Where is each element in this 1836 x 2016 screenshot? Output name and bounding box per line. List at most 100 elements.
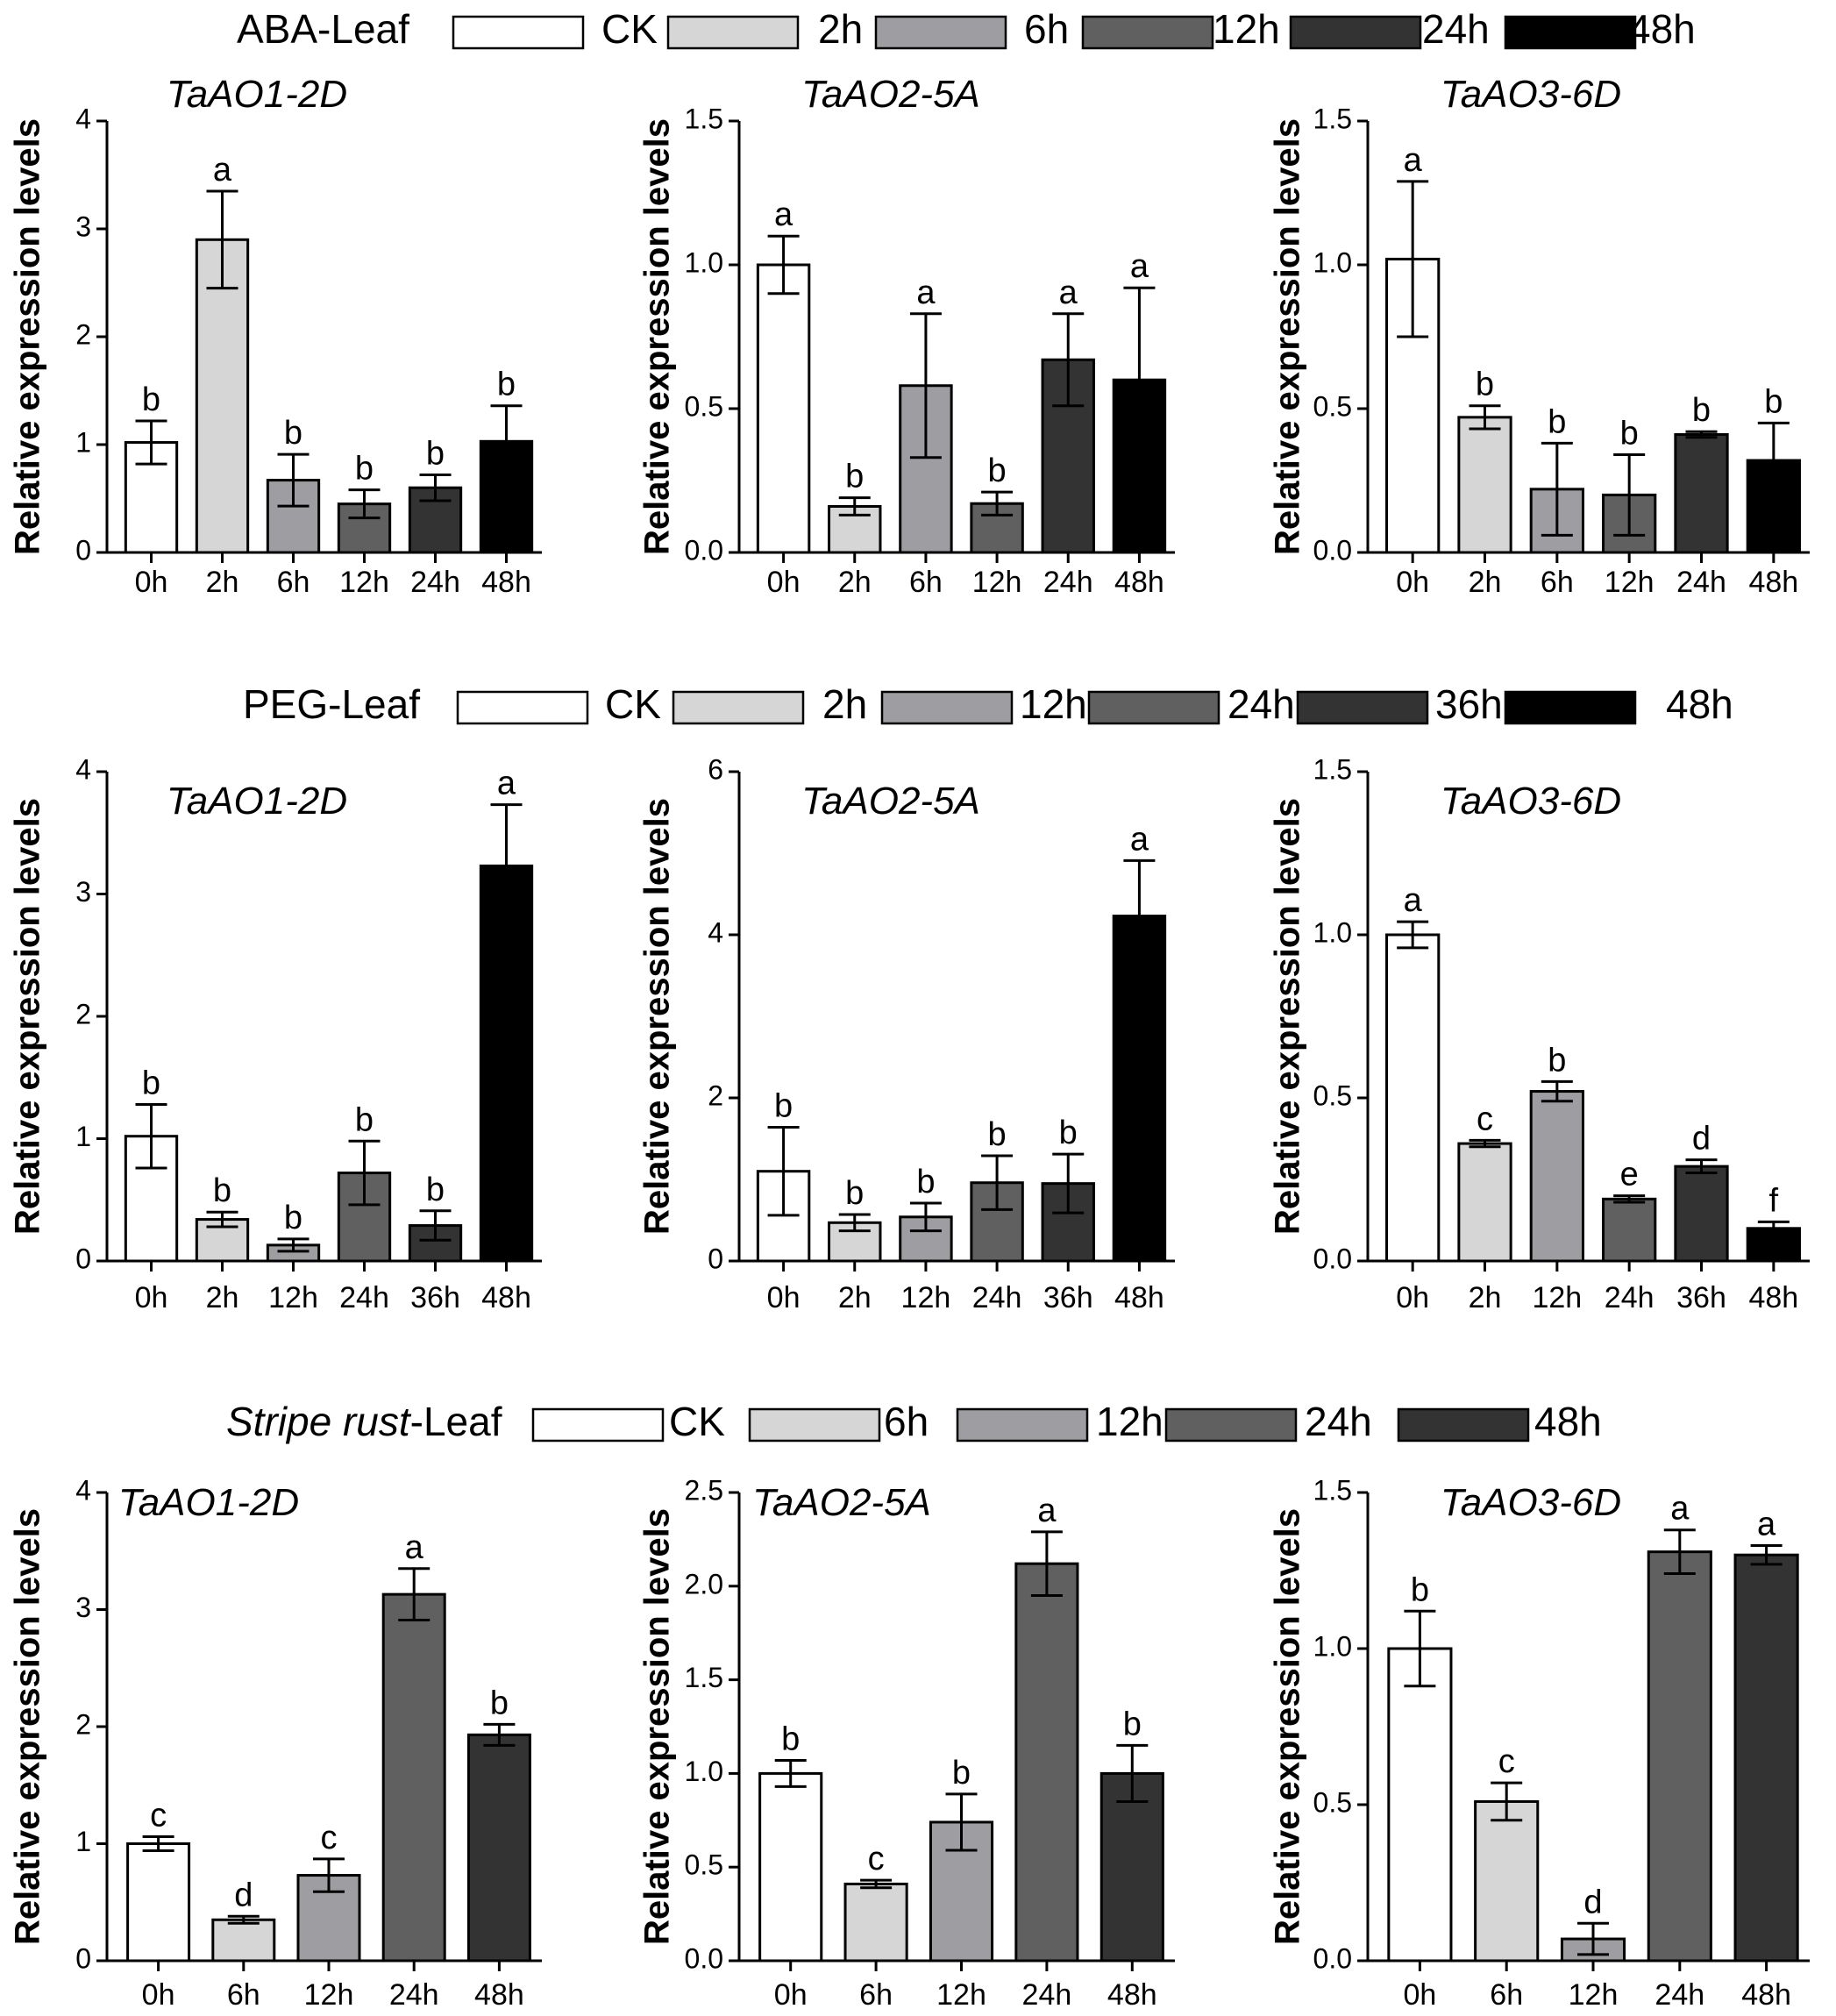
x-tick-label: 0h xyxy=(767,1281,801,1314)
legend-swatch-2h xyxy=(672,690,805,725)
x-tick-label: 2h xyxy=(1469,566,1502,599)
y-tick-label: 0 xyxy=(708,1243,723,1274)
significance-letter: d xyxy=(1583,1884,1602,1920)
significance-letter: a xyxy=(1404,882,1423,919)
significance-letter: a xyxy=(1757,1507,1776,1543)
significance-letter: b xyxy=(1123,1706,1142,1742)
legend-label-12h: 12h xyxy=(1213,6,1280,52)
y-axis-label: Relative expression levels xyxy=(638,1508,677,1945)
x-tick-label: 24h xyxy=(389,1978,439,2012)
bar-12h xyxy=(1529,1090,1584,1263)
bar-36h xyxy=(1674,1165,1729,1263)
legend-swatch-CK xyxy=(531,1407,665,1443)
y-tick-label: 1 xyxy=(75,426,91,458)
legend-label-48h: 48h xyxy=(1628,6,1696,52)
legend-label-24h: 24h xyxy=(1228,681,1295,727)
y-tick-label: 0.0 xyxy=(685,534,723,566)
error-bar-24h xyxy=(1613,1194,1646,1204)
significance-letter: b xyxy=(1548,1042,1566,1079)
significance-letter: b xyxy=(1548,403,1566,440)
x-tick-label: 6h xyxy=(1490,1978,1523,2012)
significance-letter: d xyxy=(234,1877,253,1913)
x-tick-label: 48h xyxy=(481,1281,531,1314)
panel-title: TaAO2-5A xyxy=(801,780,980,823)
error-bar-24h xyxy=(348,1139,381,1207)
legend-label-12h: 12h xyxy=(1096,1399,1164,1444)
y-axis-label: Relative expression levels xyxy=(9,1508,47,1945)
y-tick-label: 0.5 xyxy=(1313,1079,1352,1111)
y-tick-label: 0.0 xyxy=(1313,534,1352,566)
x-tick-label: 2h xyxy=(838,1281,872,1314)
error-bar-0h xyxy=(1404,1609,1436,1688)
legend-label-36h: 36h xyxy=(1435,681,1503,727)
x-tick-label: 48h xyxy=(1107,1978,1157,2012)
significance-letter: b xyxy=(1764,383,1783,420)
y-tick-label: 1.0 xyxy=(1313,246,1352,278)
error-bar-36h xyxy=(419,1209,452,1242)
y-tick-label: 1.5 xyxy=(1313,753,1352,785)
y-tick-label: 1.5 xyxy=(685,103,723,134)
error-bar-0h xyxy=(767,234,800,296)
y-tick-label: 1.5 xyxy=(1313,1474,1352,1506)
chart-panel-3: TaAO3-6D Relative expression levels 0.0 0.5… xyxy=(1269,73,1810,599)
significance-letter: c xyxy=(1498,1743,1515,1780)
bar-2h xyxy=(1457,1142,1512,1263)
significance-letter: f xyxy=(1769,1182,1779,1219)
error-bar-12h xyxy=(1577,1921,1609,1956)
significance-letter: b xyxy=(355,1101,374,1138)
legend-label-CK: CK xyxy=(601,6,658,52)
significance-letter: b xyxy=(142,381,160,418)
significance-letter: b xyxy=(845,459,864,495)
significance-letter: b xyxy=(284,1200,302,1236)
panel-title: TaAO3-6D xyxy=(1441,1481,1621,1524)
y-tick-label: 0 xyxy=(75,1942,91,1974)
legend-2: PEG-Leaf CK 2h 12h 24h 36h 48h xyxy=(243,681,1733,727)
significance-letter: b xyxy=(952,1755,971,1792)
x-tick-label: 12h xyxy=(972,566,1022,599)
chart-panel-7: TaAO1-2D Relative expression levels 0 1 2 3 4 c… xyxy=(9,1474,542,2012)
error-bar-48h xyxy=(1123,286,1156,474)
y-tick-label: 3 xyxy=(75,210,91,242)
error-bar-24h xyxy=(398,1567,431,1622)
chart-panel-2: TaAO2-5A Relative expression levels 0.0 0.5… xyxy=(638,73,1175,599)
y-tick-label: 1 xyxy=(75,1121,91,1152)
panel-title: TaAO2-5A xyxy=(752,1481,931,1524)
x-tick-label: 24h xyxy=(1676,566,1726,599)
bar-2h xyxy=(1457,416,1512,554)
significance-letter: b xyxy=(781,1720,800,1757)
legend-swatch-48h xyxy=(1504,15,1637,50)
bar-48h xyxy=(1112,915,1167,1263)
legend-label-24h: 24h xyxy=(1305,1399,1372,1444)
significance-letter: b xyxy=(916,1164,935,1200)
chart-panel-5: TaAO2-5A Relative expression levels 0 2 4 6 b 0… xyxy=(638,753,1175,1314)
x-tick-label: 24h xyxy=(339,1281,389,1314)
error-bar-36h xyxy=(1685,1158,1718,1175)
legend-swatch-24h xyxy=(1289,15,1422,50)
bar-24h xyxy=(1602,1197,1657,1263)
error-bar-48h xyxy=(1123,858,1156,973)
legend-swatch-2h xyxy=(666,15,800,50)
x-tick-label: 12h xyxy=(901,1281,951,1314)
bar-6h xyxy=(211,1918,276,1963)
error-bar-24h xyxy=(1685,430,1718,439)
legend-label-2h: 2h xyxy=(818,6,863,52)
bar-24h xyxy=(1647,1550,1712,1963)
significance-letter: c xyxy=(321,1820,338,1856)
x-tick-label: 36h xyxy=(1676,1281,1726,1314)
y-axis-label: Relative expression levels xyxy=(638,118,677,555)
legend-swatch-12h xyxy=(956,1407,1089,1443)
y-tick-label: 0.5 xyxy=(1313,1786,1352,1818)
error-bar-0h xyxy=(774,1758,807,1788)
x-tick-label: 12h xyxy=(936,1978,986,2012)
x-tick-label: 6h xyxy=(227,1978,260,2012)
y-tick-label: 0.0 xyxy=(1313,1243,1352,1274)
error-bar-48h xyxy=(490,803,523,929)
significance-letter: b xyxy=(497,367,516,403)
legend-swatch-48h xyxy=(1397,1407,1530,1443)
x-tick-label: 0h xyxy=(142,1978,175,2012)
x-tick-label: 48h xyxy=(1741,1978,1791,2012)
error-bar-2h xyxy=(838,496,871,516)
x-tick-label: 24h xyxy=(972,1281,1022,1314)
bar-2h xyxy=(195,238,250,554)
